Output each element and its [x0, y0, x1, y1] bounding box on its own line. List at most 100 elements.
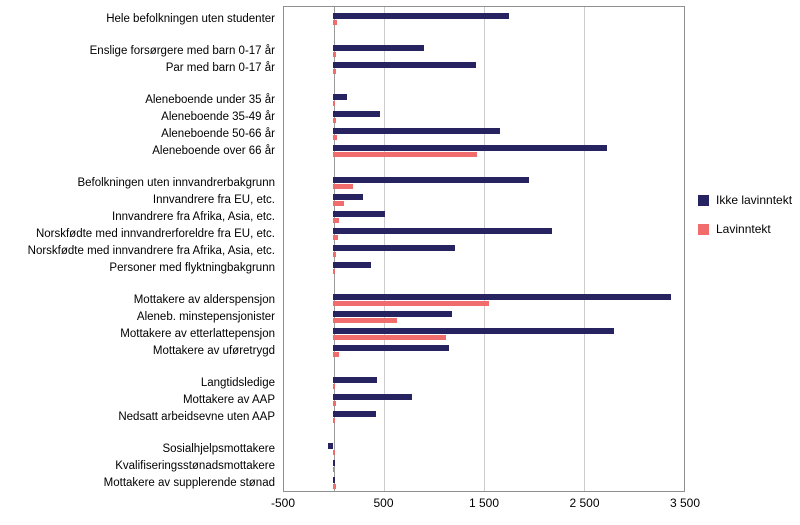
bar-track: [283, 192, 685, 209]
bar-lavinntekt: [333, 352, 340, 357]
category-label-aleneboende-under-35-r: Aleneboende under 35 år: [145, 94, 275, 106]
legend-item-lavinntekt: Lavinntekt: [698, 222, 792, 236]
chart-row: Mottakere av uføretrygd: [0, 343, 685, 360]
bar-track: [283, 60, 685, 77]
bar-track: [283, 11, 685, 28]
chart-row: Norskfødte med innvandrere fra Afrika, A…: [0, 243, 685, 260]
bar-ikke-lavinntekt: [333, 311, 452, 317]
bar-track: [283, 292, 685, 309]
chart-row: Nedsatt arbeidsevne uten AAP: [0, 409, 685, 426]
category-label-mottakere-av-etterlattepensjon: Mottakere av etterlattepensjon: [120, 328, 275, 340]
bar-track: [283, 243, 685, 260]
chart-row: Innvandrere fra Afrika, Asia, etc.: [0, 209, 685, 226]
bar-lavinntekt: [333, 384, 336, 389]
bar-lavinntekt: [333, 401, 337, 406]
bar-ikke-lavinntekt: [333, 111, 381, 117]
bar-track: [283, 343, 685, 360]
chart-row: Personer med flyktningbakgrunn: [0, 260, 685, 277]
chart-row: Par med barn 0-17 år: [0, 60, 685, 77]
bar-ikke-lavinntekt: [333, 211, 385, 217]
bar-track: [283, 126, 685, 143]
bar-ikke-lavinntekt: [333, 377, 378, 383]
x-tick-label: 3 500: [669, 496, 701, 510]
bar-ikke-lavinntekt: [333, 145, 607, 151]
chart-row: Aleneboende over 66 år: [0, 143, 685, 160]
x-tick-label: 500: [373, 496, 394, 510]
bar-track: [283, 143, 685, 160]
bar-ikke-lavinntekt: [333, 45, 424, 51]
category-label-aleneboende-35-49-r: Aleneboende 35-49 år: [161, 111, 275, 123]
category-label-aleneboende-50-66-r: Aleneboende 50-66 år: [161, 128, 275, 140]
bar-track: [283, 326, 685, 343]
bar-lavinntekt: [333, 135, 338, 140]
category-label-mottakere-av-supplerende-st-nad: Mottakere av supplerende stønad: [103, 477, 275, 489]
category-label-innvandrere-fra-afrika-asia-etc: Innvandrere fra Afrika, Asia, etc.: [112, 211, 275, 223]
bar-lavinntekt: [333, 450, 335, 455]
bar-track: [283, 458, 685, 475]
gridline: [584, 7, 585, 491]
category-label-befolkningen-uten-innvandrerbakgrunn: Befolkningen uten innvandrerbakgrunn: [77, 177, 275, 189]
bar-ikke-lavinntekt: [333, 194, 364, 200]
chart-row: Innvandrere fra EU, etc.: [0, 192, 685, 209]
chart-row: Mottakere av AAP: [0, 392, 685, 409]
x-tick-label: 2 500: [569, 496, 600, 510]
chart-row: Kvalifiseringsstønadsmottakere: [0, 458, 685, 475]
bar-ikke-lavinntekt: [333, 411, 377, 417]
bar-track: [283, 409, 685, 426]
legend-label-ikke-lavinntekt: Ikke lavinntekt: [716, 193, 793, 207]
chart-row: Hele befolkningen uten studenter: [0, 11, 685, 28]
x-tick-label: 1 500: [468, 496, 500, 510]
x-axis: -500 500 1 500 2 500 3 500: [271, 496, 700, 512]
category-label-sosialhjelpsmottakere: Sosialhjelpsmottakere: [162, 443, 275, 455]
bar-ikke-lavinntekt: [333, 62, 476, 68]
bar-track: [283, 226, 685, 243]
chart-row: Langtidsledige: [0, 375, 685, 392]
bar-ikke-lavinntekt: [333, 228, 553, 234]
bar-ikke-lavinntekt: [333, 94, 348, 100]
bar-ikke-lavinntekt: [333, 294, 671, 300]
bar-track: [283, 209, 685, 226]
bar-lavinntekt: [333, 301, 490, 306]
bar-track: [283, 392, 685, 409]
category-label-par-med-barn-0-17-r: Par med barn 0-17 år: [165, 62, 275, 74]
bar-track: [283, 309, 685, 326]
bar-ikke-lavinntekt: [333, 345, 449, 351]
chart-row: Aleneboende 50-66 år: [0, 126, 685, 143]
bar-track: [283, 92, 685, 109]
bar-lavinntekt: [333, 218, 340, 223]
bar-lavinntekt: [333, 252, 337, 257]
chart-row: Aleneboende under 35 år: [0, 92, 685, 109]
bar-ikke-lavinntekt: [333, 460, 335, 466]
bar-lavinntekt: [333, 418, 335, 423]
bar-track: [283, 441, 685, 458]
bar-lavinntekt: [333, 335, 446, 340]
category-label-nedsatt-arbeidsevne-uten-aap: Nedsatt arbeidsevne uten AAP: [118, 411, 275, 423]
legend-item-ikke-lavinntekt: Ikke lavinntekt: [698, 193, 792, 207]
bar-lavinntekt: [333, 467, 335, 472]
bar-lavinntekt: [333, 318, 397, 323]
category-label-mottakere-av-alderspensjon: Mottakere av alderspensjon: [133, 294, 275, 306]
category-label-norskf-dte-med-innvandrere-fra-afrika-as: Norskfødte med innvandrere fra Afrika, A…: [27, 245, 275, 257]
bar-lavinntekt: [333, 52, 337, 57]
bar-ikke-lavinntekt: [333, 128, 501, 134]
category-label-innvandrere-fra-eu-etc: Innvandrere fra EU, etc.: [152, 194, 275, 206]
legend-swatch-ikke-lavinntekt-icon: [698, 194, 709, 206]
bar-ikke-lavinntekt: [328, 443, 334, 449]
category-label-hele-befolkningen-uten-studenter: Hele befolkningen uten studenter: [106, 13, 275, 25]
bar-lavinntekt: [333, 69, 337, 74]
chart-row: Enslige forsørgere med barn 0-17 år: [0, 43, 685, 60]
bar-track: [283, 109, 685, 126]
bar-track: [283, 43, 685, 60]
bar-lavinntekt: [333, 101, 336, 106]
legend-swatch-lavinntekt-icon: [698, 223, 709, 235]
category-label-personer-med-flyktningbakgrunn: Personer med flyktningbakgrunn: [109, 262, 275, 274]
bar-track: [283, 475, 685, 492]
bar-lavinntekt: [333, 20, 338, 25]
chart-row: Aleneb. minstepensjonister: [0, 309, 685, 326]
x-tick-label: -500: [270, 496, 296, 510]
bar-lavinntekt: [333, 269, 336, 274]
bar-ikke-lavinntekt: [333, 245, 455, 251]
chart-row: Aleneboende 35-49 år: [0, 109, 685, 126]
bar-lavinntekt: [333, 235, 339, 240]
